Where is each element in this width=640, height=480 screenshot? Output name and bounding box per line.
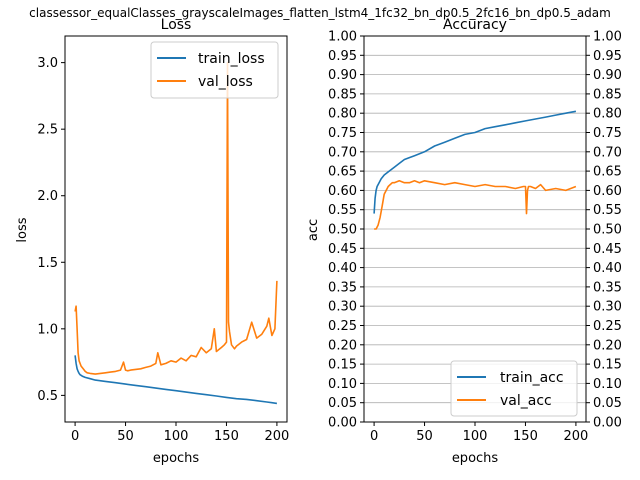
accuracy-y-tick-label: 0.90 (328, 68, 357, 83)
accuracy-legend-val-label: val_acc (500, 393, 552, 409)
loss-series-train-loss (74, 355, 278, 405)
accuracy-y-tick-label-right: 0.25 (593, 319, 622, 334)
accuracy-y-tick-label: 0.00 (328, 416, 357, 431)
loss-y-tick-label: 0.5 (37, 389, 58, 404)
accuracy-y-tick-label-right: 0.85 (593, 87, 622, 102)
loss-y-tick-label: 2.5 (37, 123, 58, 138)
loss-legend-train-label: train_loss (198, 51, 265, 67)
accuracy-y-tick-label: 0.50 (328, 223, 357, 238)
accuracy-y-tick-label-right: 0.20 (593, 338, 622, 353)
accuracy-y-tick-label-right: 0.55 (593, 203, 622, 218)
accuracy-y-tick-label-right: 0.65 (593, 165, 622, 180)
accuracy-y-tick-label: 0.60 (328, 184, 357, 199)
accuracy-y-tick-label-right: 0.30 (593, 300, 622, 315)
accuracy-y-tick-label-right: 0.45 (593, 242, 622, 257)
accuracy-title: Accuracy (443, 17, 507, 33)
accuracy-y-tick-label-right: 0.35 (593, 280, 622, 295)
accuracy-y-tick-label: 0.75 (328, 126, 357, 141)
accuracy-y-tick-label: 0.65 (328, 165, 357, 180)
accuracy-y-tick-label-right: 0.00 (593, 416, 622, 431)
accuracy-chart: 0 50 100 150 200 0.00 0.00 0.05 0.05 0.10 0.10 0.15… (306, 17, 622, 466)
accuracy-x-tick-label: 0 (370, 429, 378, 444)
loss-y-tick-label: 1.5 (37, 256, 58, 271)
accuracy-y-tick-label: 1.00 (328, 30, 357, 45)
accuracy-series-train-acc (373, 110, 577, 214)
accuracy-y-tick-label-right: 0.70 (593, 145, 622, 160)
accuracy-y-tick-label-right: 0.15 (593, 358, 622, 373)
accuracy-legend-box (450, 360, 578, 417)
accuracy-x-tick-label: 200 (563, 429, 588, 444)
loss-y-tick-label: 2.0 (37, 189, 58, 204)
accuracy-y-tick-label-right: 0.05 (593, 396, 622, 411)
loss-legend-box (150, 41, 279, 99)
accuracy-xlabel: epochs (452, 451, 499, 466)
accuracy-y-tick-label: 0.85 (328, 87, 357, 102)
accuracy-y-tick-label: 0.25 (328, 319, 357, 334)
accuracy-x-tick-label: 150 (513, 429, 538, 444)
accuracy-y-tick-label: 0.20 (328, 338, 357, 353)
accuracy-y-tick-label-right: 0.40 (593, 261, 622, 276)
accuracy-y-tick-label-right: 1.00 (593, 30, 622, 45)
loss-x-tick-label: 200 (264, 429, 289, 444)
accuracy-y-tick-label-right: 0.75 (593, 126, 622, 141)
accuracy-y-tick-label: 0.15 (328, 358, 357, 373)
accuracy-y-tick-label: 0.95 (328, 49, 357, 64)
accuracy-x-tick-label: 100 (463, 429, 488, 444)
accuracy-ylabel: acc (306, 219, 321, 241)
accuracy-y-tick-label-right: 0.50 (593, 223, 622, 238)
accuracy-y-tick-label: 0.55 (328, 203, 357, 218)
accuracy-legend: train_acc val_acc (450, 360, 578, 417)
accuracy-y-tick-label: 0.80 (328, 107, 357, 122)
accuracy-y-tick-label: 0.70 (328, 145, 357, 160)
loss-y-tick-label: 3.0 (37, 56, 58, 71)
loss-chart: 0 50 100 150 200 0.5 1.0 1.5 2.0 2.5 3.0 Loss epoc… (15, 17, 289, 466)
accuracy-y-tick-label-right: 0.10 (593, 377, 622, 392)
accuracy-y-tick-label: 0.30 (328, 300, 357, 315)
accuracy-y-tick-label-right: 0.60 (593, 184, 622, 199)
accuracy-y-tick-label: 0.10 (328, 377, 357, 392)
accuracy-y-tick-label-right: 0.80 (593, 107, 622, 122)
loss-series-val-loss (74, 61, 278, 375)
loss-legend-val-label: val_loss (198, 74, 253, 90)
loss-title: Loss (161, 17, 192, 33)
loss-ylabel: loss (15, 217, 30, 242)
figure-suptitle: classessor_equalClasses_grayscaleImages_… (29, 6, 611, 20)
accuracy-y-tick-label: 0.05 (328, 396, 357, 411)
loss-x-tick-label: 150 (214, 429, 239, 444)
accuracy-legend-train-label: train_acc (500, 370, 564, 386)
accuracy-y-tick-label: 0.45 (328, 242, 357, 257)
loss-x-tick-label: 100 (164, 429, 189, 444)
loss-x-tick-label: 50 (117, 429, 134, 444)
accuracy-series-val-acc (374, 180, 577, 230)
loss-y-tick-label: 1.0 (37, 322, 58, 337)
loss-legend: train_loss val_loss (150, 41, 279, 99)
loss-xlabel: epochs (153, 451, 200, 466)
accuracy-y-tick-label: 0.40 (328, 261, 357, 276)
accuracy-y-tick-label-right: 0.95 (593, 49, 622, 64)
loss-x-tick-label: 0 (71, 429, 79, 444)
accuracy-y-tick-label: 0.35 (328, 280, 357, 295)
accuracy-y-tick-label-right: 0.90 (593, 68, 622, 83)
accuracy-x-tick-label: 50 (416, 429, 433, 444)
